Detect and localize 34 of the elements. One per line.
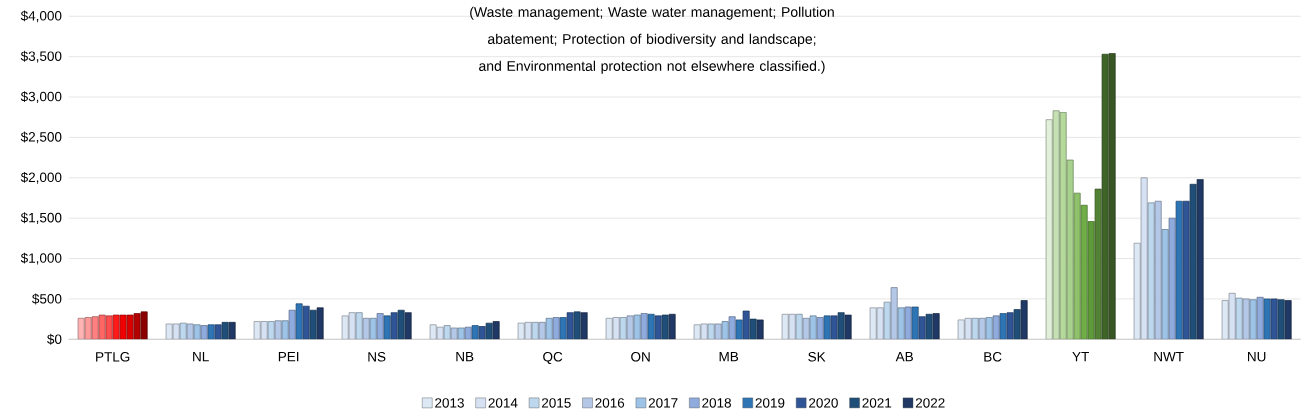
y-tick-label: $3,500 — [20, 50, 62, 63]
y-tick-label: $500 — [32, 293, 62, 305]
y-tick-label: $0 — [47, 333, 62, 345]
x-tick-label: SK — [808, 351, 826, 362]
x-tick-label: BC — [984, 351, 1002, 362]
legend-label: 2013 — [435, 398, 464, 408]
y-tick-label: $2,000 — [20, 171, 62, 184]
y-tick-label: $1,500 — [20, 212, 62, 225]
x-tick-label: NL — [193, 351, 209, 362]
annotation: (Waste management; Waste water management; Pollution abatement; Protection of biodiversity and landscape; and Environmental protection not elsewhere classified.) — [470, 6, 834, 74]
legend-label: 2019 — [755, 398, 785, 408]
x-tick-label: MB — [719, 351, 739, 362]
x-tick-label: ON — [631, 351, 650, 362]
x-tick-label: PEI — [278, 351, 299, 362]
y-tick-label: $4,000 — [20, 10, 62, 23]
legend-label: 2016 — [595, 398, 625, 408]
y-tick-label: $3,000 — [20, 91, 62, 103]
x-tick-label: NS — [368, 351, 386, 362]
x-tick-label: YT — [1072, 351, 1089, 362]
legend-label: 2021 — [862, 398, 892, 408]
legend-label: 2014 — [488, 398, 518, 408]
y-tick-label: $2,500 — [20, 131, 62, 144]
x-tick-label: PTLG — [96, 351, 130, 362]
x-tick-label: NWT — [1154, 351, 1184, 362]
legend-label: 2022 — [915, 398, 945, 408]
x-tick-label: AB — [895, 351, 913, 362]
x-tick-label: QC — [543, 351, 563, 364]
legend-label: 2015 — [541, 398, 571, 408]
legend-label: 2020 — [809, 398, 838, 408]
legend-label: 2017 — [648, 398, 678, 408]
x-tick-label: NB — [456, 351, 474, 362]
legend-label: 2018 — [702, 398, 731, 408]
y-tick-label: $1,000 — [20, 252, 62, 265]
x-tick-label: NU — [1248, 351, 1266, 362]
